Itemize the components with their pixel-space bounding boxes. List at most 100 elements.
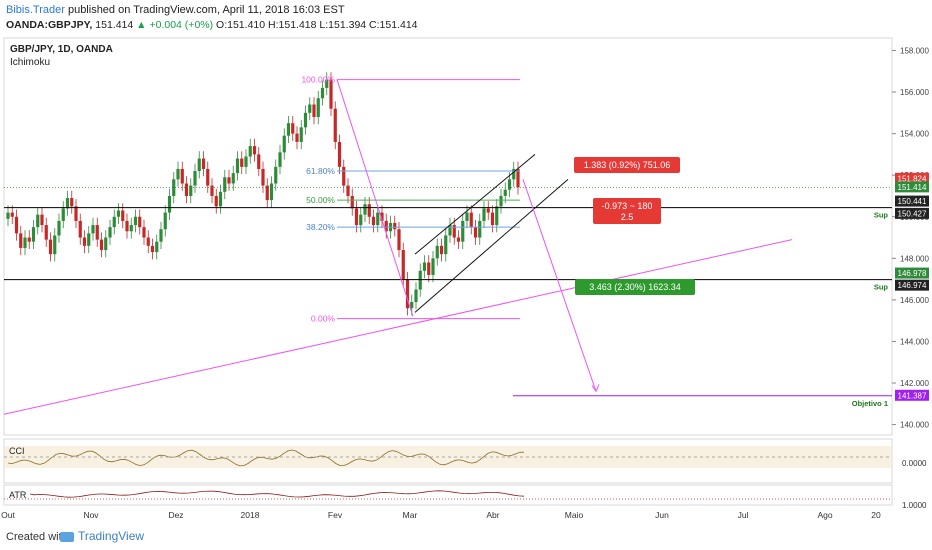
candle-body: [108, 227, 112, 238]
main-pane[interactable]: [3, 37, 893, 436]
channel-upper: [414, 154, 536, 255]
fib-level-label: 100.00%: [301, 75, 335, 85]
y-tick-label: 146.000: [900, 296, 929, 305]
x-tick-label: Mar: [403, 510, 418, 520]
candle-body: [129, 225, 133, 232]
candle-body: [206, 168, 210, 186]
axis-price-tag: [895, 195, 929, 207]
axis-price-tag-text: 150.427: [898, 209, 927, 218]
candle-body: [478, 220, 482, 238]
candle-body: [133, 216, 138, 226]
candle-body: [278, 152, 282, 167]
candle-body: [193, 171, 197, 186]
candle-body: [384, 220, 388, 232]
symbol-info: OANDA:GBPJPY, 151.414 ▲ +0.004 (+0%) O:1…: [6, 19, 418, 31]
candle-body: [359, 214, 363, 226]
candle-body: [189, 185, 193, 196]
candle-body: [444, 235, 448, 255]
axis-price-tag-text: 151.824: [898, 174, 927, 183]
candle-body: [482, 208, 486, 221]
candle-body: [44, 225, 48, 240]
fib-level-label: 61.80%: [306, 166, 335, 176]
measure-callout-text: -0.973 ~ 180: [602, 201, 653, 211]
candle-body: [197, 158, 201, 172]
candle-body: [125, 220, 129, 232]
x-tick-label: 20: [871, 510, 881, 520]
axis-price-tag: [895, 279, 929, 291]
atr-value: 1.0000: [902, 501, 927, 510]
candle-body: [456, 237, 461, 242]
x-tick-label: Ago: [817, 510, 832, 520]
candle-body: [422, 262, 427, 271]
axis-price-tag: [895, 207, 929, 219]
candle-body: [363, 204, 367, 215]
candle-body: [274, 166, 278, 184]
candle-body: [329, 79, 333, 109]
ohlc-open: O:151.410: [216, 19, 266, 31]
drawings: Sup Sup Objetivo 1 100.00% 61.80% 50.00% 38.20…: [3, 75, 892, 500]
candle-body: [235, 158, 240, 174]
candle-body: [227, 177, 231, 184]
candle-body: [48, 239, 53, 255]
measure-callout-text: 2.5: [621, 212, 634, 222]
ohlc-low: L:151.394: [319, 19, 367, 31]
candle-body: [112, 216, 116, 228]
axis-price-tag-text: 141.387: [898, 391, 927, 400]
candle-body: [299, 127, 303, 142]
candle-body: [10, 212, 14, 217]
candle-body: [308, 104, 312, 113]
axis-price-tag: [895, 172, 929, 184]
candle-body: [282, 135, 286, 153]
candle-body: [210, 185, 214, 196]
candle-body: [70, 198, 74, 207]
y-tick-label: 148.000: [900, 254, 929, 263]
fib-level-label: 38.20%: [306, 222, 335, 232]
candle-body: [371, 216, 376, 226]
candle-body: [167, 195, 172, 213]
candle-body: [78, 220, 82, 238]
indicator-name: Ichimoku: [10, 57, 50, 68]
candle-body: [172, 179, 176, 196]
axis-price-tag: [895, 181, 929, 193]
measure-callout-box: [593, 198, 661, 224]
y-tick-label: 142.000: [900, 379, 929, 388]
chart-canvas[interactable]: 158.000156.000154.000152.000150.000148.0…: [0, 36, 932, 525]
candle-body: [465, 212, 469, 221]
author-link[interactable]: Bibis.Trader: [6, 4, 65, 16]
atr-pane[interactable]: [3, 484, 893, 506]
x-axis: Out Nov Dez 2018 Fev Mar Abr Maio Jun Jul Ago 20: [1, 510, 881, 520]
candle-body: [40, 214, 44, 226]
candle-body: [36, 214, 40, 228]
fib-trend-line: [336, 79, 414, 317]
projection-arrowhead: [591, 384, 600, 393]
candle-body: [473, 227, 478, 238]
candle-body: [333, 108, 337, 142]
tradingview-brand[interactable]: TradingView: [60, 529, 144, 543]
axis-price-tag-text: 146.974: [898, 281, 927, 290]
candle-body: [218, 191, 223, 207]
candle-body: [439, 245, 444, 255]
axis-price-tag-text: 146.978: [898, 269, 927, 278]
published-text: published on TradingView.com, April 11, …: [67, 4, 345, 16]
x-tick-label: Abr: [486, 510, 499, 520]
candle-body: [427, 262, 431, 275]
candle-body: [354, 208, 359, 226]
candle-body: [303, 112, 308, 128]
candle-body: [82, 237, 87, 246]
measure-callout-box: [574, 157, 680, 173]
candle-body: [155, 241, 159, 253]
candle-body: [159, 229, 163, 242]
y-tick-label: 156.000: [900, 88, 929, 97]
candle-body: [393, 222, 397, 230]
candle-body: [91, 225, 95, 234]
candle-body: [240, 158, 244, 167]
candle-body: [87, 233, 91, 246]
candle-body: [252, 146, 257, 155]
candle-body: [516, 168, 520, 188]
candle-body: [231, 173, 235, 184]
candle-body: [499, 195, 503, 207]
candle-body: [350, 195, 354, 209]
candle-body: [286, 123, 291, 136]
x-tick-label: Jul: [738, 510, 749, 520]
candle-body: [397, 229, 401, 251]
